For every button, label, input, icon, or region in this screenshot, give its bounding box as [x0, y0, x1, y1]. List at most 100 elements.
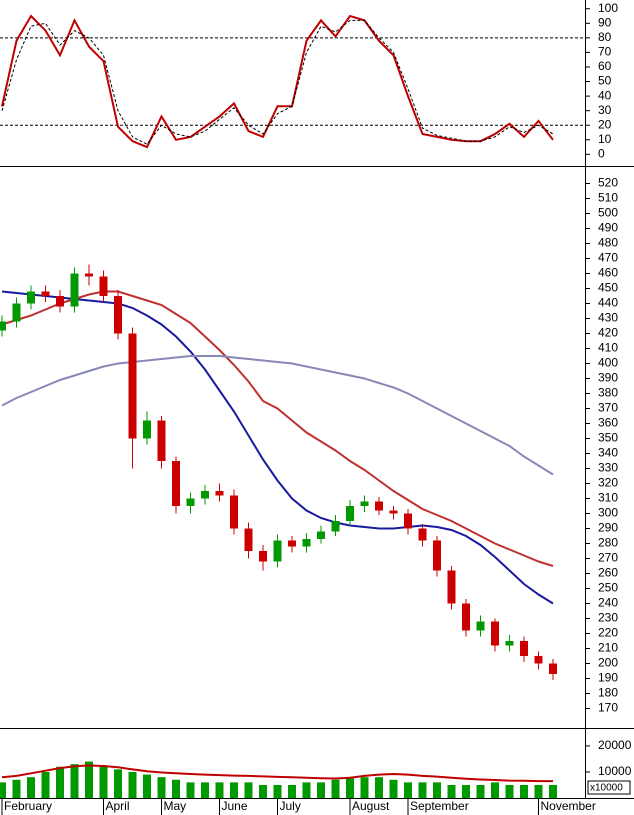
- candle-body: [476, 621, 485, 631]
- candle-body: [27, 291, 35, 304]
- volume-bar: [41, 771, 50, 798]
- volume-bar: [157, 777, 166, 798]
- y-tick-label: 50: [598, 74, 612, 88]
- candle-body: [259, 551, 267, 562]
- x-tick-label: April: [106, 799, 130, 813]
- y-tick-label: 370: [598, 401, 618, 415]
- y-tick-label: 90: [598, 15, 612, 29]
- moving-average: [1, 290, 554, 605]
- y-tick-label: 210: [598, 641, 618, 655]
- candle-body: [389, 510, 398, 514]
- x-tick-label: August: [352, 799, 390, 813]
- candle-body: [143, 420, 151, 439]
- y-tick-label: 100: [598, 1, 618, 15]
- y-tick-label: 40: [598, 88, 612, 102]
- candle-body: [70, 273, 79, 307]
- y-tick-label: 390: [598, 371, 618, 385]
- y-tick-label: 230: [598, 611, 618, 625]
- x-tick-label: September: [410, 799, 469, 813]
- y-tick-label: 0: [598, 147, 605, 161]
- volume-bar: [215, 782, 224, 798]
- volume-bar: [114, 769, 122, 798]
- y-tick-label: 430: [598, 311, 618, 325]
- y-tick-label: 300: [598, 506, 618, 520]
- y-tick-label: 310: [598, 491, 618, 505]
- y-tick-label: 440: [598, 296, 618, 310]
- candle-body: [404, 513, 412, 529]
- moving-average: [1, 290, 554, 567]
- y-tick-label: 480: [598, 236, 618, 250]
- volume-bar: [317, 782, 325, 798]
- y-tick-label: 450: [598, 281, 618, 295]
- x-tick-label: November: [541, 799, 596, 813]
- candle-body: [447, 570, 456, 604]
- volume-bar: [288, 784, 296, 798]
- candle-body: [273, 540, 282, 562]
- candle-body: [172, 461, 180, 506]
- candle-body: [12, 303, 21, 322]
- y-tick-label: 280: [598, 536, 618, 550]
- volume-bar: [447, 784, 456, 798]
- y-tick-label: 460: [598, 266, 618, 280]
- volume-bar: [85, 761, 93, 798]
- candle-body: [201, 491, 209, 499]
- volume-bar: [346, 777, 354, 798]
- volume-bar: [302, 782, 311, 798]
- volume-bar: [520, 784, 528, 798]
- y-tick-label: 360: [598, 416, 618, 430]
- y-tick-label: 500: [598, 206, 618, 220]
- volume-bar: [491, 782, 499, 798]
- y-tick-label: 240: [598, 596, 618, 610]
- candle-body: [99, 276, 108, 296]
- moving-average: [1, 355, 554, 476]
- volume-bar: [186, 782, 195, 798]
- candle-body: [186, 498, 195, 506]
- y-tick-label: 200: [598, 656, 618, 670]
- y-tick-label: 340: [598, 446, 618, 460]
- x-tick-label: May: [164, 799, 187, 813]
- y-tick-label: 330: [598, 461, 618, 475]
- volume-bar: [389, 779, 398, 798]
- candle-body: [360, 501, 369, 506]
- candle-body: [491, 621, 499, 646]
- volume-bar: [418, 782, 427, 798]
- candle-body: [114, 296, 122, 334]
- y-tick-label: 30: [598, 103, 612, 117]
- y-tick-label: 490: [598, 221, 618, 235]
- y-tick-label: 320: [598, 476, 618, 490]
- stochastic-line: [1, 19, 554, 145]
- volume-bar: [462, 784, 470, 798]
- y-tick-label: 10000: [598, 764, 632, 778]
- y-tick-label: 20000: [598, 738, 632, 752]
- volume-bar: [128, 771, 137, 798]
- candle-body: [505, 641, 514, 646]
- candle-body: [462, 603, 470, 631]
- candle-body: [157, 420, 166, 461]
- candle-body: [375, 501, 383, 511]
- x-tick-label: July: [280, 799, 301, 813]
- y-tick-label: 20: [598, 117, 612, 131]
- y-tick-label: 70: [598, 45, 612, 59]
- volume-bar: [259, 784, 267, 798]
- candle-body: [534, 656, 543, 664]
- volume-bar: [360, 777, 369, 798]
- volume-bar: [505, 784, 514, 798]
- y-tick-label: 170: [598, 701, 618, 715]
- volume-bar: [70, 764, 79, 798]
- x-tick-label: June: [222, 799, 248, 813]
- candle-body: [215, 491, 224, 496]
- x-tick-label: February: [4, 799, 52, 813]
- y-tick-label: 470: [598, 251, 618, 265]
- candle-body: [317, 531, 325, 539]
- candle-body: [331, 521, 340, 532]
- candle-body: [41, 291, 50, 296]
- volume-bar: [244, 782, 253, 798]
- candle-body: [433, 540, 441, 571]
- volume-bar: [476, 784, 485, 798]
- y-tick-label: 520: [598, 176, 618, 190]
- volume-bar: [273, 784, 282, 798]
- candle-body: [520, 641, 528, 656]
- y-tick-label: 400: [598, 356, 618, 370]
